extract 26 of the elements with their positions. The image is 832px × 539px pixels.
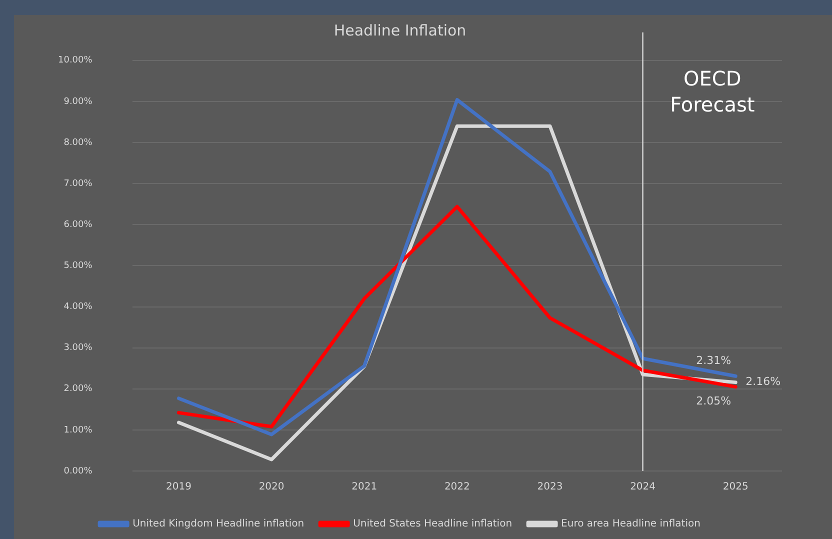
y-tick-label: 4.00% (64, 302, 93, 312)
legend-label: Euro area Headline inflation (561, 518, 700, 530)
y-tick-label: 0.00% (64, 466, 93, 476)
y-tick-label: 2.00% (64, 384, 93, 394)
x-tick-label: 2023 (537, 482, 563, 493)
x-tick-label: 2019 (166, 482, 192, 493)
x-tick-label: 2025 (722, 482, 748, 493)
y-tick-label: 1.00% (64, 425, 93, 436)
legend-label: United States Headline inflation (353, 518, 512, 530)
annotation: OECD Forecast (670, 66, 755, 117)
y-tick-label: 7.00% (64, 178, 93, 189)
x-tick-label: 2021 (352, 482, 378, 493)
y-tick-label: 9.00% (64, 96, 93, 107)
x-tick-label: 2020 (258, 482, 284, 493)
x-tick-label: 2022 (444, 482, 470, 493)
chart-title: Headline Inflation (334, 21, 466, 40)
y-tick-label: 3.00% (64, 343, 93, 354)
data-label: 2.31% (696, 354, 732, 368)
y-tick-label: 10.00% (58, 56, 93, 66)
x-tick-label: 2024 (630, 482, 656, 493)
data-label: 2.05% (696, 394, 732, 408)
legend-label: United Kingdom Headline inflation (132, 518, 304, 530)
data-label: 2.16% (746, 375, 781, 388)
y-tick-label: 6.00% (64, 220, 93, 230)
y-tick-label: 8.00% (64, 138, 93, 148)
y-tick-label: 5.00% (64, 261, 93, 272)
